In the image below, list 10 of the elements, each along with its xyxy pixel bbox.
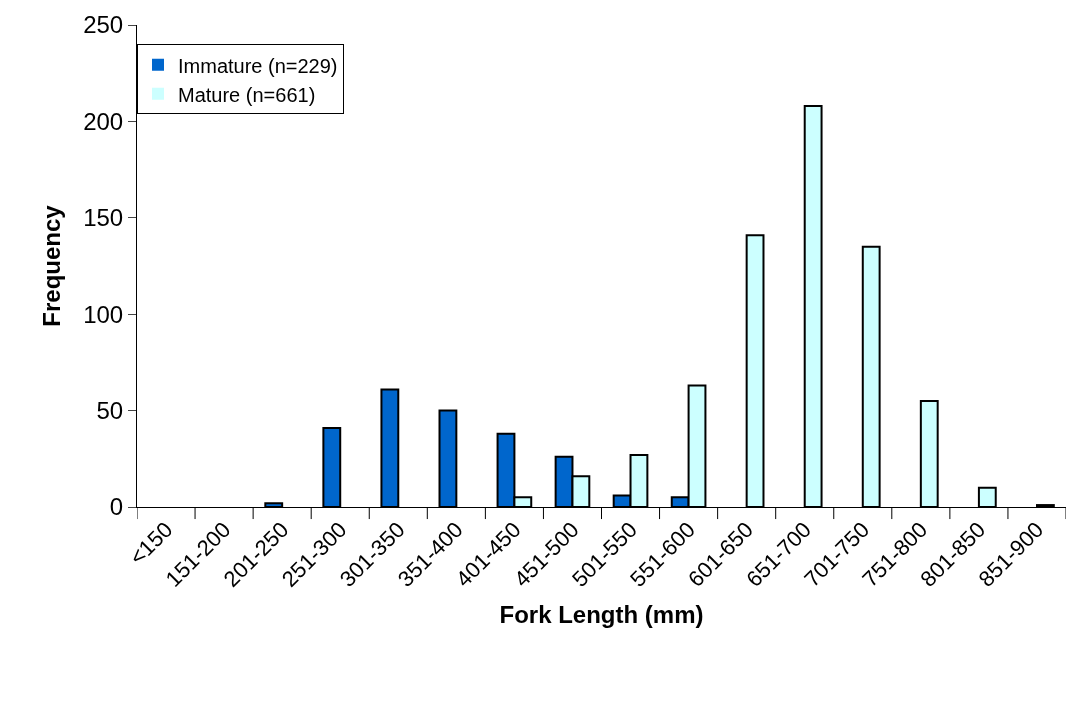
legend-label: Mature (n=661) bbox=[178, 83, 316, 106]
y-tick-label: 250 bbox=[83, 11, 124, 39]
y-axis-title: Frequency bbox=[38, 204, 66, 327]
y-tick-label: 0 bbox=[109, 493, 124, 521]
y-tick-label: 100 bbox=[83, 300, 124, 328]
x-axis-title: Fork Length (mm) bbox=[499, 601, 704, 629]
y-tick-label: 200 bbox=[83, 107, 124, 135]
y-tick-label: 150 bbox=[83, 204, 124, 232]
y-tick-label: 50 bbox=[96, 397, 124, 424]
legend-label: Immature (n=229) bbox=[178, 54, 338, 77]
